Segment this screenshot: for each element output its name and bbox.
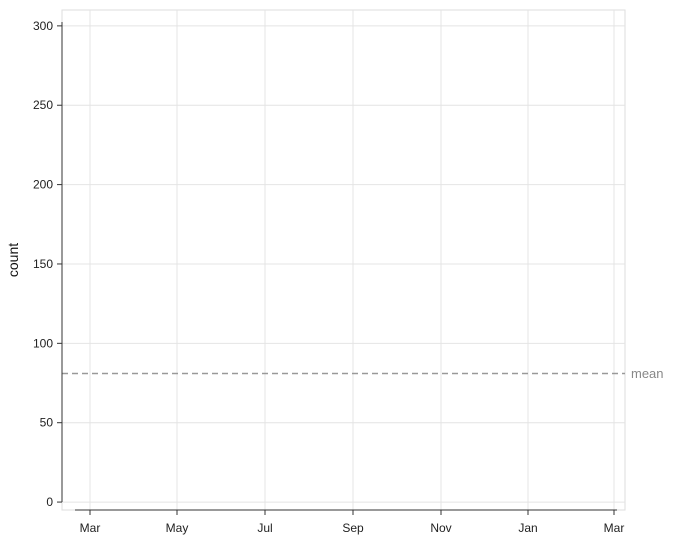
y-tick-label: 150 [33,257,53,271]
y-tick-label: 0 [46,495,53,509]
x-tick-label: Mar [80,521,101,535]
x-tick-label: May [166,521,189,535]
x-tick-label: Jul [257,521,272,535]
y-tick-label: 300 [33,19,53,33]
y-axis-title: count [5,243,21,277]
y-tick-label: 100 [33,336,53,350]
y-tick-label: 250 [33,98,53,112]
mean-label: mean [631,366,664,381]
plot-frame [61,9,626,511]
x-tick-label: Nov [430,521,451,535]
y-tick-label: 50 [40,416,54,430]
axes: 0 50 100 150 200 250 300 Mar May Jul Sep Nov Jan Mar [33,19,624,535]
x-tick-label: Mar [604,521,625,535]
y-tick-label: 200 [33,178,53,192]
grid [61,9,626,511]
x-tick-label: Jan [518,521,537,535]
x-tick-label: Sep [342,521,364,535]
